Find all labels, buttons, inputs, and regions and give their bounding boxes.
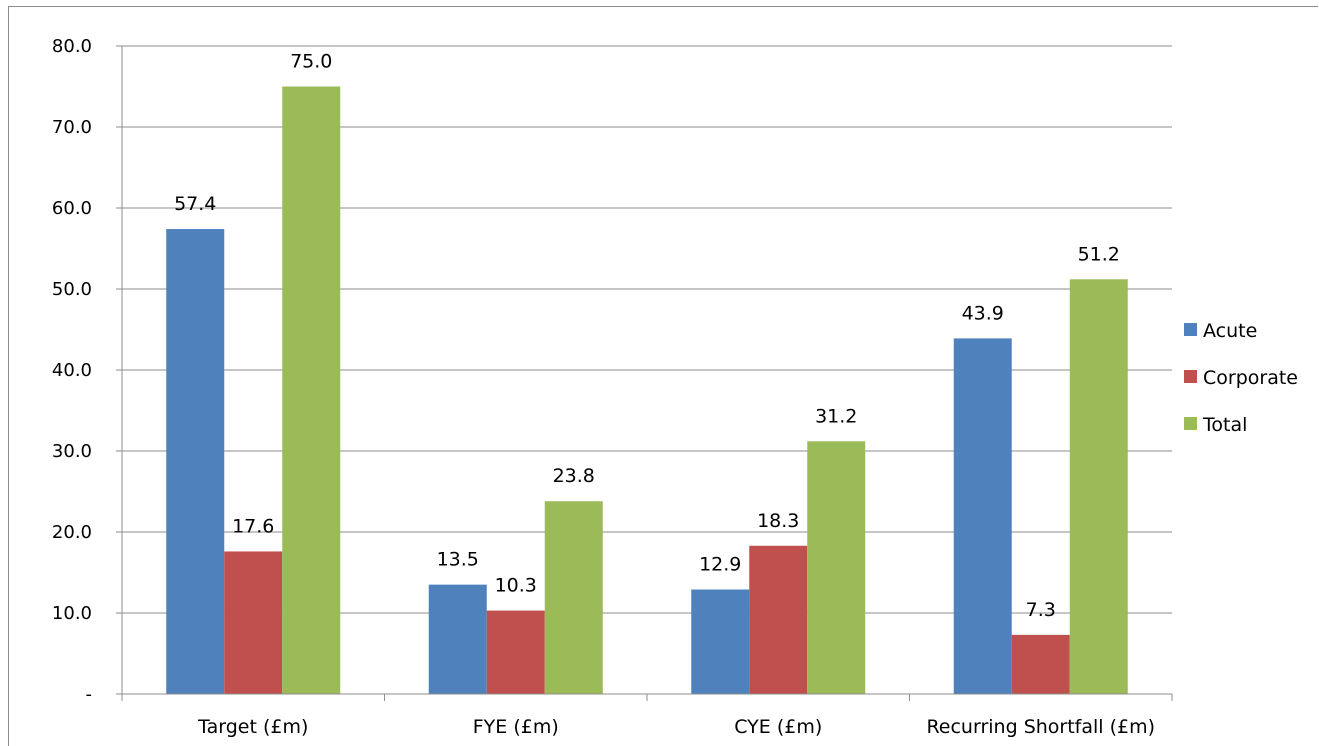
bar-acute	[166, 229, 224, 694]
bar-acute	[954, 338, 1012, 694]
gridlines	[122, 46, 1172, 613]
bar-total	[545, 501, 603, 694]
y-tick-label: 30.0	[52, 441, 92, 462]
legend-label-total: Total	[1202, 414, 1247, 436]
y-tick-label: 70.0	[52, 117, 92, 138]
data-label: 13.5	[437, 549, 479, 571]
bar-corporate	[487, 611, 545, 694]
data-label: 43.9	[962, 302, 1004, 324]
data-label: 18.3	[757, 510, 799, 532]
data-label: 7.3	[1026, 599, 1056, 621]
data-label: 75.0	[290, 51, 332, 73]
data-label: 17.6	[232, 515, 274, 537]
legend-label-corporate: Corporate	[1203, 367, 1298, 389]
data-label: 51.2	[1078, 243, 1120, 265]
data-label: 57.4	[174, 193, 216, 215]
bar-total	[807, 441, 865, 694]
bar-total	[1070, 279, 1128, 694]
y-tick-label: 60.0	[52, 198, 92, 219]
bar-acute	[691, 590, 749, 694]
bar-corporate	[749, 546, 807, 694]
legend-swatch-total	[1184, 417, 1197, 430]
legend: Acute Corporate Total	[1184, 320, 1298, 436]
legend-label-acute: Acute	[1203, 320, 1257, 342]
x-tick-label: CYE (£m)	[734, 716, 822, 738]
bars	[166, 87, 1128, 695]
bar-corporate	[224, 551, 282, 694]
bar-corporate	[1012, 635, 1070, 694]
y-tick-label: 80.0	[52, 36, 92, 57]
y-tick-label: 40.0	[52, 360, 92, 381]
y-tick-label: 20.0	[52, 522, 92, 543]
x-tick-label: FYE (£m)	[473, 716, 559, 738]
legend-swatch-acute	[1184, 323, 1197, 336]
bar-total	[282, 87, 340, 695]
data-label: 31.2	[815, 405, 857, 427]
bar-acute	[429, 585, 487, 694]
x-tick-label: Recurring Shortfall (£m)	[926, 716, 1155, 738]
x-tick-label: Target (£m)	[197, 716, 308, 738]
data-label: 10.3	[495, 575, 537, 597]
data-label: 23.8	[553, 465, 595, 487]
y-tick-label: 10.0	[52, 603, 92, 624]
data-label: 12.9	[699, 554, 741, 576]
y-tick-label: 50.0	[52, 279, 92, 300]
legend-swatch-corporate	[1184, 370, 1197, 383]
y-tick-label: -	[86, 684, 93, 705]
